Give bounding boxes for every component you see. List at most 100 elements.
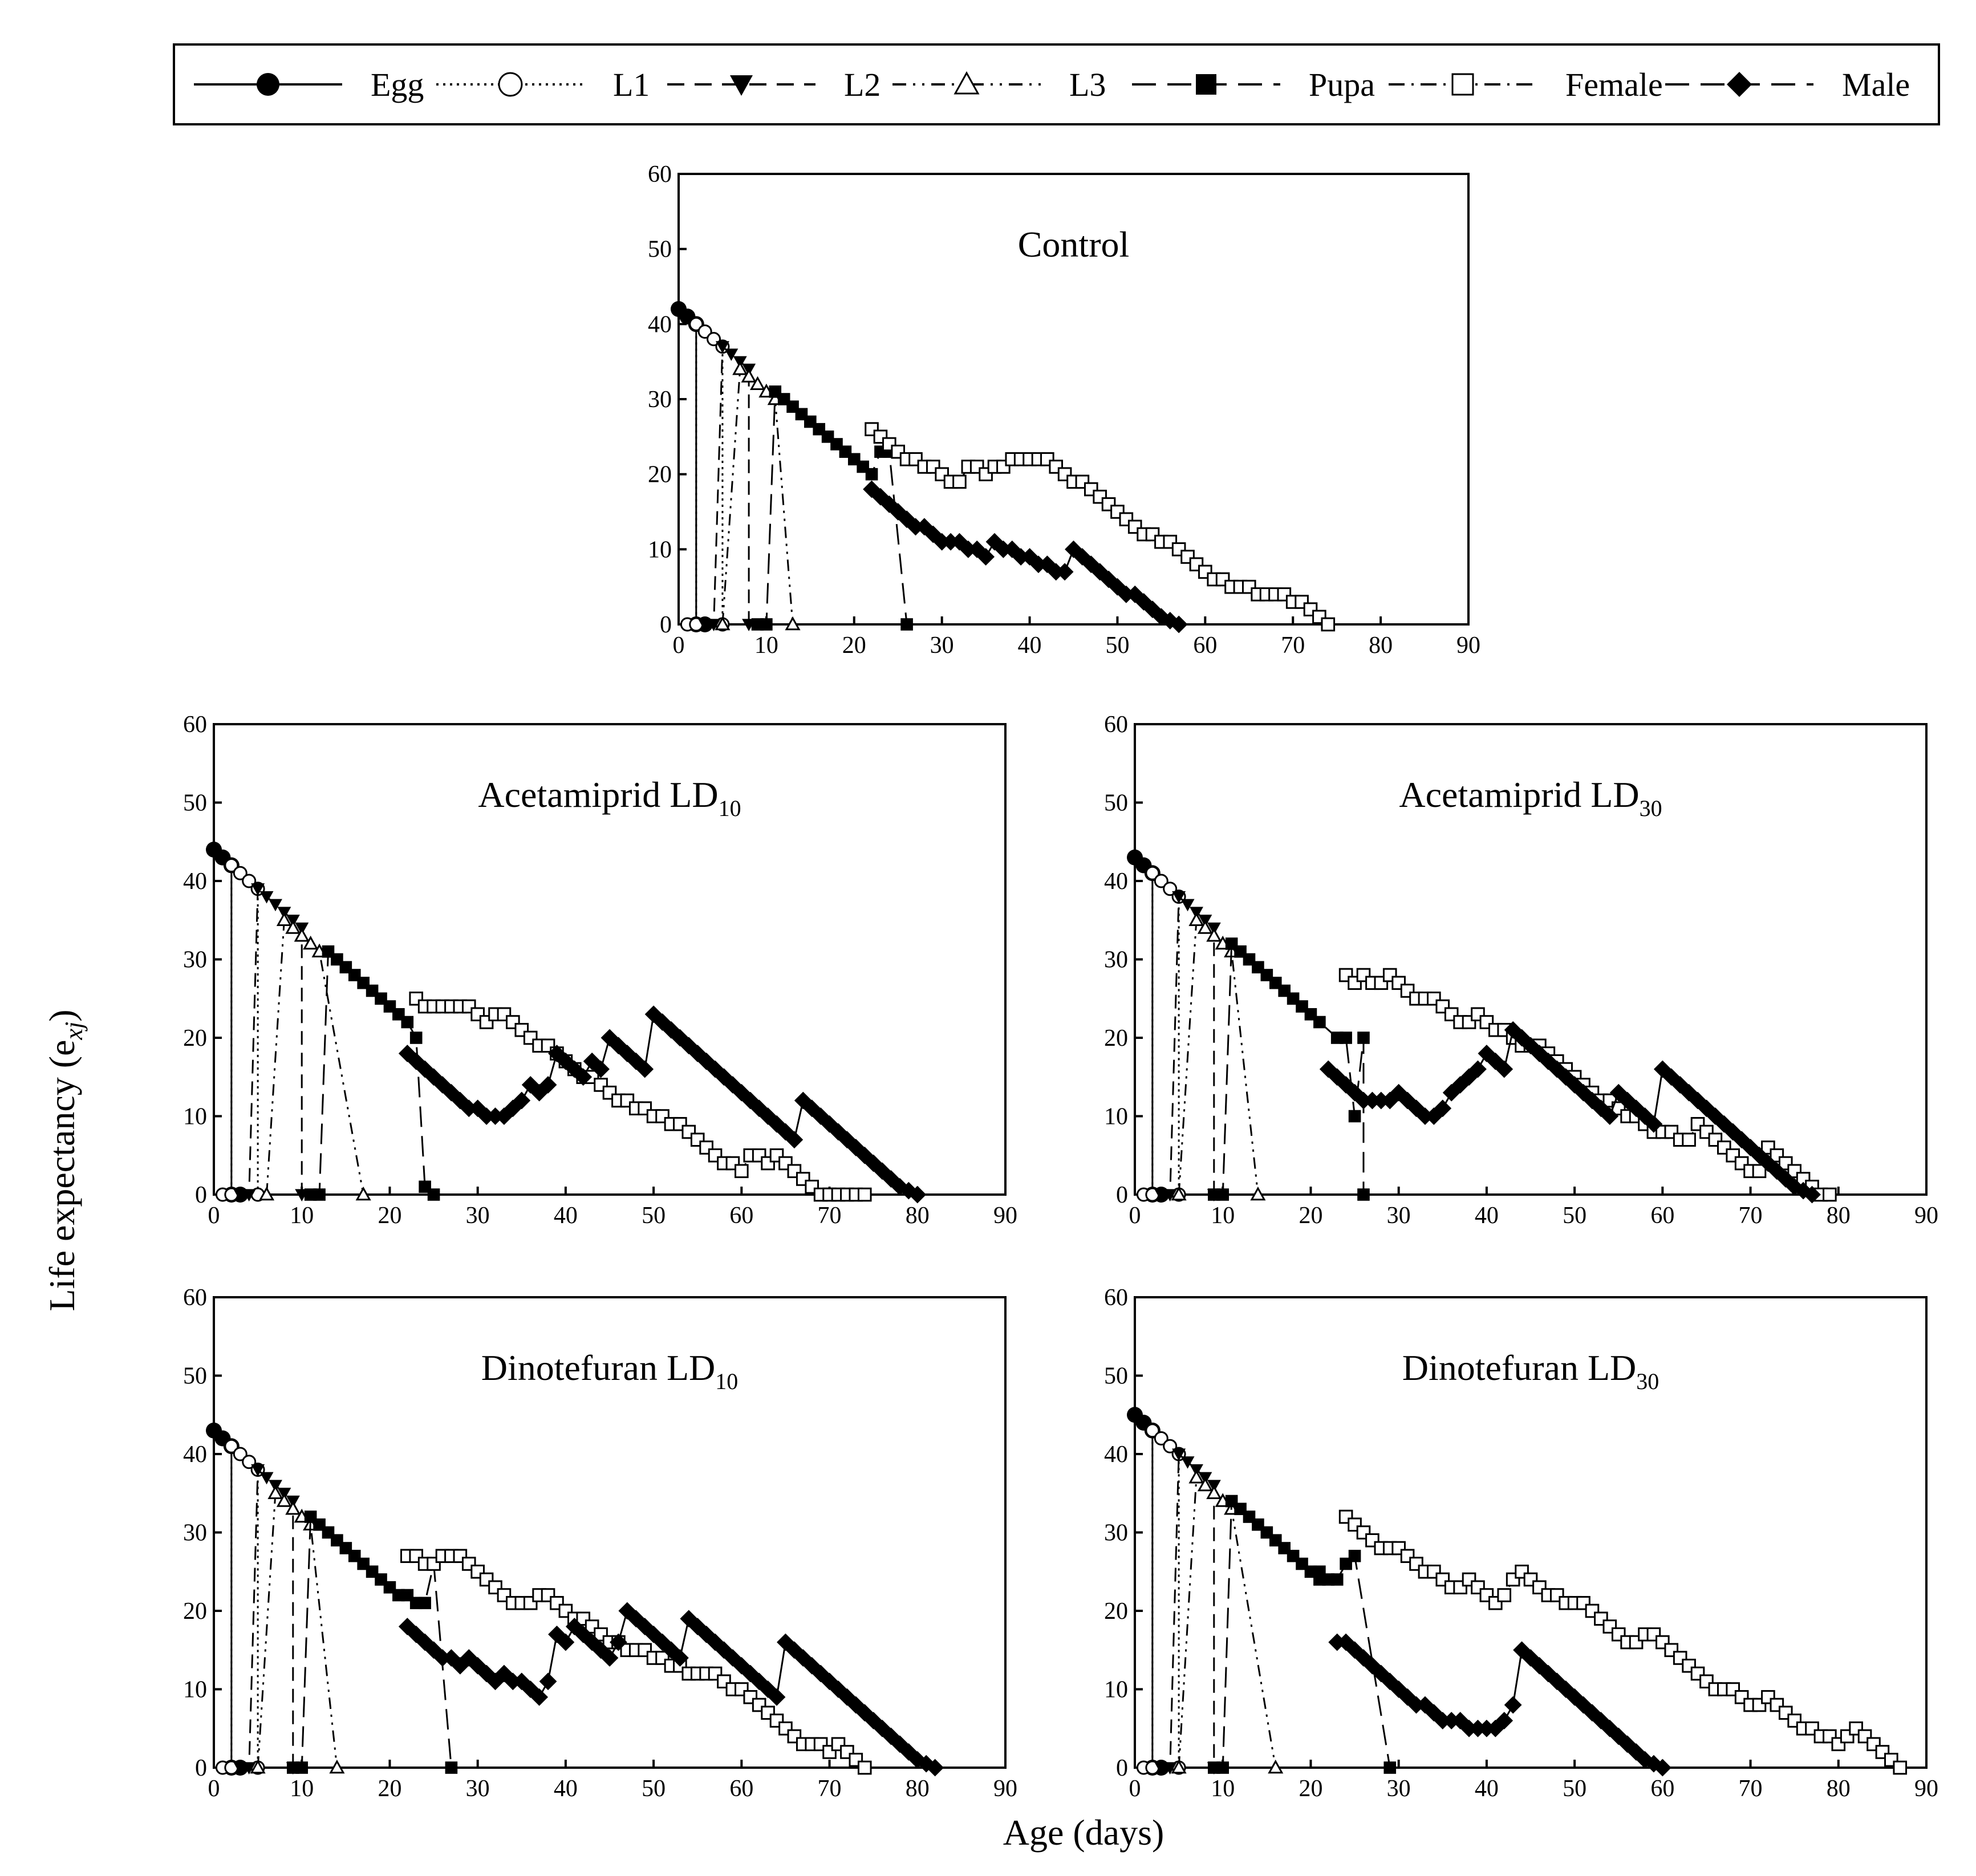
legend-item-l2: L2 bbox=[667, 66, 881, 103]
legend-label: Male bbox=[1842, 66, 1910, 103]
series-male bbox=[398, 1005, 927, 1204]
data-point bbox=[735, 1164, 749, 1179]
y-tick-label: 30 bbox=[183, 947, 207, 973]
chart-panels: 0 10 20 30 40 50 60 70 80 900102030405060Control0… bbox=[183, 161, 1938, 1802]
x-tick-label: 60 bbox=[729, 1203, 753, 1229]
data-point bbox=[1803, 1185, 1821, 1204]
panel-title: Dinotefuran LD10 bbox=[481, 1347, 739, 1394]
data-point bbox=[1434, 1099, 1452, 1118]
data-point bbox=[1776, 1170, 1795, 1188]
data-point bbox=[917, 1755, 935, 1773]
x-tick-label: 60 bbox=[1650, 1776, 1674, 1802]
x-tick-label: 20 bbox=[378, 1776, 401, 1802]
data-point bbox=[1592, 1099, 1610, 1118]
data-point bbox=[821, 1672, 838, 1691]
data-point bbox=[857, 1187, 872, 1202]
data-point bbox=[1206, 928, 1222, 942]
data-point bbox=[715, 616, 731, 631]
series-female bbox=[865, 422, 1336, 632]
y-tick-label: 30 bbox=[1104, 1520, 1128, 1546]
data-point bbox=[785, 616, 801, 631]
panel-acetamiprid-ld30: 0 10 20 30 40 50 60 70 80 90 0 10 20 30 40 50 60 Acetamip… bbox=[1104, 712, 1938, 1229]
data-point bbox=[1442, 1083, 1460, 1102]
data-point bbox=[698, 619, 712, 631]
data-point bbox=[1197, 920, 1213, 934]
data-point bbox=[1188, 912, 1204, 927]
data-point bbox=[1469, 1060, 1487, 1078]
data-point bbox=[654, 1633, 671, 1651]
data-point bbox=[294, 928, 310, 942]
data-point bbox=[900, 618, 913, 631]
series-pupa bbox=[304, 945, 440, 1201]
data-point bbox=[224, 858, 239, 872]
y-tick-label: 10 bbox=[1104, 1104, 1128, 1130]
data-point bbox=[1531, 1656, 1548, 1675]
data-point bbox=[233, 866, 247, 880]
data-point bbox=[1407, 1696, 1425, 1714]
data-point bbox=[1416, 1107, 1434, 1125]
x-tick-label: 70 bbox=[1281, 632, 1305, 659]
panel-title: Acetamiprid LD30 bbox=[1399, 774, 1662, 821]
y-axis-title-close: ) bbox=[42, 1009, 82, 1021]
data-point bbox=[259, 1472, 274, 1485]
data-point bbox=[1548, 1060, 1566, 1078]
x-tick-label: 60 bbox=[1650, 1203, 1674, 1229]
y-tick-label: 40 bbox=[648, 311, 672, 338]
data-point bbox=[1348, 1110, 1361, 1123]
data-point bbox=[259, 891, 274, 904]
data-point bbox=[1495, 1712, 1514, 1729]
data-point bbox=[1250, 1186, 1266, 1201]
data-point bbox=[504, 1672, 522, 1691]
data-point bbox=[285, 1501, 301, 1515]
x-tick-label: 70 bbox=[818, 1203, 842, 1229]
data-point bbox=[671, 1649, 689, 1667]
data-point bbox=[251, 883, 265, 896]
panel-title: Dinotefuran LD30 bbox=[1402, 1347, 1659, 1394]
legend-label: L1 bbox=[613, 66, 650, 103]
data-point bbox=[899, 1181, 918, 1200]
x-tick-label: 0 bbox=[208, 1203, 220, 1229]
series-egg bbox=[1127, 849, 1170, 1203]
data-point bbox=[1548, 1672, 1566, 1691]
series-line bbox=[705, 344, 750, 626]
panel-title-main: Dinotefuran LD bbox=[481, 1347, 716, 1388]
panel-title: Acetamiprid LD10 bbox=[478, 774, 741, 821]
data-point bbox=[250, 1759, 266, 1774]
data-point bbox=[1330, 1573, 1344, 1586]
data-point bbox=[557, 1633, 575, 1651]
x-tick-label: 40 bbox=[1475, 1776, 1499, 1802]
x-tick-label: 50 bbox=[1563, 1203, 1587, 1229]
data-point bbox=[1348, 1549, 1361, 1562]
data-point bbox=[863, 480, 881, 498]
legend-marker bbox=[1196, 74, 1216, 95]
legend-label: L3 bbox=[1069, 66, 1106, 103]
data-point bbox=[1197, 1477, 1213, 1492]
x-tick-label: 10 bbox=[290, 1776, 314, 1802]
y-tick-label: 20 bbox=[183, 1025, 207, 1051]
data-point bbox=[741, 368, 757, 383]
y-tick-label: 20 bbox=[183, 1598, 207, 1625]
series-line bbox=[213, 1430, 241, 1769]
series-line bbox=[222, 863, 259, 1196]
x-tick-label: 70 bbox=[1739, 1203, 1763, 1229]
panel-dinotefuran-ld10: 0 10 20 30 40 50 60 70 80 90 0 10 20 30 40 50 60 Dinotefu… bbox=[183, 1285, 1017, 1802]
y-tick-label: 50 bbox=[183, 790, 207, 817]
data-point bbox=[1609, 1083, 1628, 1102]
data-point bbox=[1565, 1076, 1584, 1094]
series-l3 bbox=[258, 912, 371, 1201]
legend-box bbox=[173, 43, 1940, 125]
series-line bbox=[1214, 1499, 1391, 1769]
x-tick-label: 60 bbox=[729, 1776, 753, 1802]
data-point bbox=[977, 548, 995, 566]
data-point bbox=[285, 920, 301, 934]
data-point bbox=[1645, 1115, 1663, 1133]
x-tick-label: 40 bbox=[1475, 1203, 1499, 1229]
data-point bbox=[1091, 563, 1109, 581]
data-point bbox=[242, 1189, 256, 1201]
data-point bbox=[1357, 1032, 1370, 1044]
x-tick-label: 80 bbox=[906, 1203, 930, 1229]
series-pupa bbox=[1208, 1495, 1397, 1774]
data-point bbox=[1504, 1696, 1522, 1714]
data-point bbox=[838, 1688, 856, 1706]
series-line bbox=[687, 322, 724, 626]
